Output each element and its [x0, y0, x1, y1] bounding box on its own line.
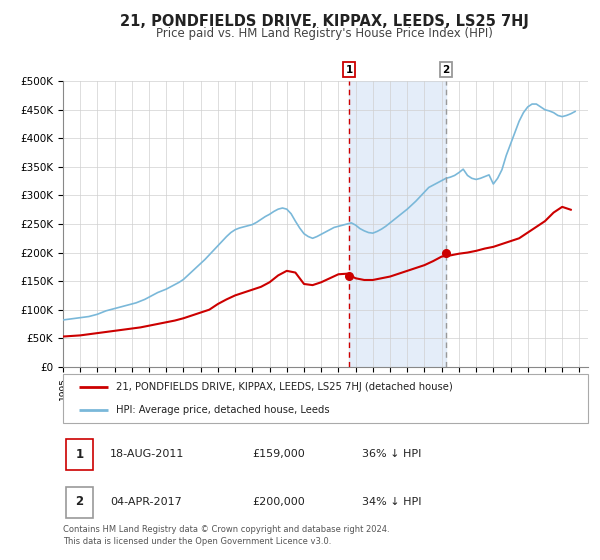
Bar	[349, 81, 446, 367]
Text: 1: 1	[346, 65, 353, 75]
Text: HPI: Average price, detached house, Leeds: HPI: Average price, detached house, Leed…	[115, 405, 329, 416]
Text: 18-AUG-2011: 18-AUG-2011	[110, 449, 185, 459]
Text: 04-APR-2017: 04-APR-2017	[110, 497, 182, 507]
Text: £200,000: £200,000	[252, 497, 305, 507]
FancyBboxPatch shape	[65, 487, 93, 518]
Text: Contains HM Land Registry data © Crown copyright and database right 2024.
This d: Contains HM Land Registry data © Crown c…	[63, 525, 389, 546]
Text: 34% ↓ HPI: 34% ↓ HPI	[362, 497, 422, 507]
Text: Price paid vs. HM Land Registry's House Price Index (HPI): Price paid vs. HM Land Registry's House …	[155, 27, 493, 40]
Text: 21, PONDFIELDS DRIVE, KIPPAX, LEEDS, LS25 7HJ: 21, PONDFIELDS DRIVE, KIPPAX, LEEDS, LS2…	[119, 14, 529, 29]
FancyBboxPatch shape	[63, 374, 588, 423]
Text: 36% ↓ HPI: 36% ↓ HPI	[362, 449, 422, 459]
Text: 2: 2	[75, 495, 83, 508]
Text: 2: 2	[442, 65, 449, 75]
Text: 1: 1	[75, 447, 83, 461]
Text: £159,000: £159,000	[252, 449, 305, 459]
FancyBboxPatch shape	[65, 439, 93, 470]
Text: 21, PONDFIELDS DRIVE, KIPPAX, LEEDS, LS25 7HJ (detached house): 21, PONDFIELDS DRIVE, KIPPAX, LEEDS, LS2…	[115, 382, 452, 393]
